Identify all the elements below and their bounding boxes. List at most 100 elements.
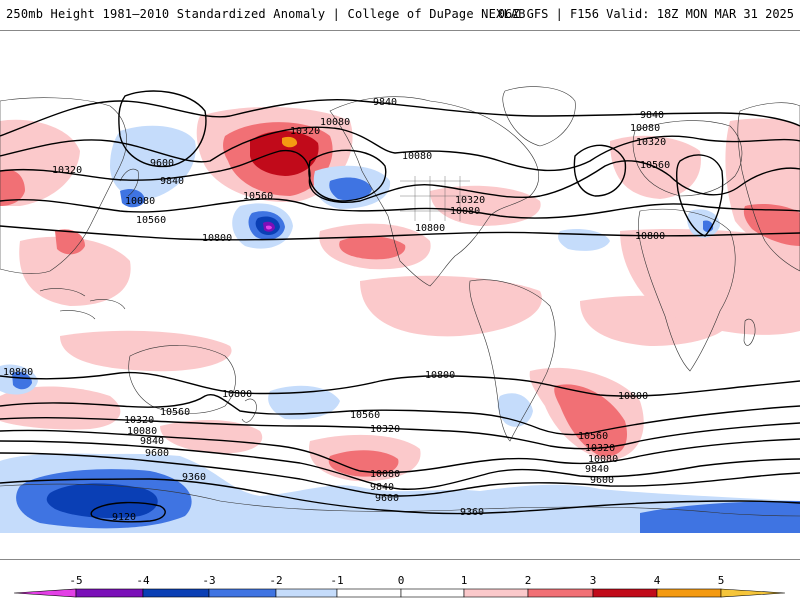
- anomaly-pos1-africa-india: [620, 229, 800, 335]
- contour-label: 10560: [350, 410, 380, 421]
- contour-label: 10320: [585, 443, 615, 454]
- contour-10800-south: [0, 371, 800, 397]
- contour-10560-north: [0, 198, 800, 219]
- contour-10080-north: [0, 126, 800, 172]
- anomaly-pos4-alaska: [282, 136, 298, 148]
- colorbar-tick-label: 5: [718, 574, 725, 587]
- coast-europe: [632, 120, 743, 197]
- colorbar-swatch-neg3: [142, 588, 210, 598]
- colorbar-swatch-pos1: [463, 588, 529, 598]
- coast-south-america: [469, 279, 556, 442]
- colorbar-swatch-neg5: [13, 588, 77, 598]
- anomaly-pos2-south-atlantic: [554, 384, 628, 457]
- contour-label: 9840: [585, 464, 609, 475]
- contour-label: 10080: [630, 123, 660, 134]
- contour-label: 10320: [124, 415, 154, 426]
- colorbar-tick-label: 2: [525, 574, 532, 587]
- colorbar-svg: -5 -4 -3 -2 -1 0 1 2 3 4 5: [13, 574, 786, 598]
- contour-label: 10800: [635, 231, 665, 242]
- contour-label: 10080: [450, 206, 480, 217]
- anomaly-shading: [0, 106, 800, 533]
- anomaly-neg1-cape-horn: [497, 393, 533, 427]
- colorbar-tick-label: 1: [461, 574, 468, 587]
- contour-label: 10800: [415, 223, 445, 234]
- contour-label: 10080: [320, 117, 350, 128]
- coast-new-zealand: [241, 398, 257, 423]
- contour-label: 10320: [52, 165, 82, 176]
- contour-label: 9840: [640, 110, 664, 121]
- contour-10080-south: [0, 429, 800, 474]
- contour-label: 10080: [127, 426, 157, 437]
- contour-label: 10320: [290, 126, 320, 137]
- contour-label: 9840: [160, 176, 184, 187]
- anomaly-pos2-europe-west: [0, 169, 25, 206]
- contour-label: 9600: [375, 493, 399, 504]
- colorbar-swatch-neg2: [208, 588, 277, 598]
- contour-label: 10800: [3, 367, 33, 378]
- anomaly-pos3-alaska: [250, 131, 319, 176]
- colorbar-swatch-zero-pos: [400, 588, 465, 598]
- contour-label: 9840: [373, 97, 397, 108]
- contour-label: 9600: [145, 448, 169, 459]
- coast-north-america: [329, 96, 539, 287]
- colorbar-tick-label: -1: [330, 574, 343, 587]
- anomaly-pos2-asia-east: [743, 203, 800, 246]
- contour-10800-north: [0, 225, 800, 241]
- contour-label: 9360: [182, 472, 206, 483]
- contour-10320-south: [0, 417, 800, 450]
- contour-labels: 9840 10080 10320 10080 9600 9840 10080 1…: [3, 97, 670, 523]
- contour-label: 10800: [425, 370, 455, 381]
- anomaly-pos2-east-pacific: [339, 236, 406, 260]
- colorbar-swatch-pos3: [592, 588, 658, 598]
- contour-label: 10560: [243, 191, 273, 202]
- colorbar-tick-label: 0: [398, 574, 405, 587]
- contour-label: 9600: [150, 158, 174, 169]
- anomaly-neg2-southern-east: [640, 501, 800, 533]
- colorbar-tick-label: -3: [202, 574, 215, 587]
- colorbar-swatch-pos5: [720, 588, 786, 598]
- anomaly-pos1-tropical-pacific: [360, 275, 542, 337]
- anomaly-neg1-south-pacific-mid: [268, 385, 340, 420]
- coast-africa: [638, 208, 736, 372]
- colorbar-swatch-neg4: [75, 588, 144, 598]
- anomaly-neg3-southern: [46, 483, 158, 519]
- contour-9840-south: [0, 440, 800, 490]
- anomaly-neg1-atlantic: [558, 229, 610, 251]
- contour-label: 9840: [370, 482, 394, 493]
- anomaly-pos1-maritime: [19, 236, 131, 306]
- map-panel: 9840 10080 10320 10080 9600 9840 10080 1…: [0, 30, 800, 560]
- coast-greenland: [502, 86, 576, 147]
- contour-9360-south: [0, 478, 800, 515]
- contour-label: 10560: [160, 407, 190, 418]
- anomaly-pos1-indian-ocean: [60, 330, 232, 372]
- contour-10560-south: [0, 394, 800, 436]
- colorbar-tick-label: -5: [69, 574, 82, 587]
- contour-label: 9360: [460, 507, 484, 518]
- coast-japan: [119, 168, 139, 197]
- contour-label: 10560: [640, 160, 670, 171]
- colorbar-ticks: -5 -4 -3 -2 -1 0 1 2 3 4 5: [69, 574, 724, 587]
- anomaly-pos1-australia-south: [160, 419, 263, 454]
- colorbar-swatch-pos4: [656, 588, 722, 598]
- contour-label: 9840: [140, 436, 164, 447]
- anomaly-pos2-tibet: [55, 229, 85, 255]
- map-svg: 9840 10080 10320 10080 9600 9840 10080 1…: [0, 86, 800, 533]
- colorbar-tick-label: 3: [590, 574, 597, 587]
- contour-label: 10080: [370, 469, 400, 480]
- colorbar: -5 -4 -3 -2 -1 0 1 2 3 4 5: [0, 568, 800, 600]
- contour-9840-closed-atlantic: [573, 144, 627, 197]
- colorbar-swatch-pos2: [527, 588, 594, 598]
- contour-9600-south: [0, 452, 800, 497]
- coast-australia: [128, 345, 236, 414]
- anomaly-neg2-north-pacific: [120, 189, 145, 208]
- height-contours: [0, 90, 800, 523]
- coast-asia-west: [0, 97, 127, 274]
- contour-label: 9120: [112, 512, 136, 523]
- anomaly-pos2-south-pacific: [328, 450, 399, 477]
- colorbar-tick-label: -2: [269, 574, 282, 587]
- contour-label: 10320: [370, 424, 400, 435]
- contour-label: 10080: [588, 454, 618, 465]
- colorbar-swatch-neg1: [275, 588, 338, 598]
- contour-label: 9600: [590, 475, 614, 486]
- header: 250mb Height 1981–2010 Standardized Anom…: [0, 0, 800, 30]
